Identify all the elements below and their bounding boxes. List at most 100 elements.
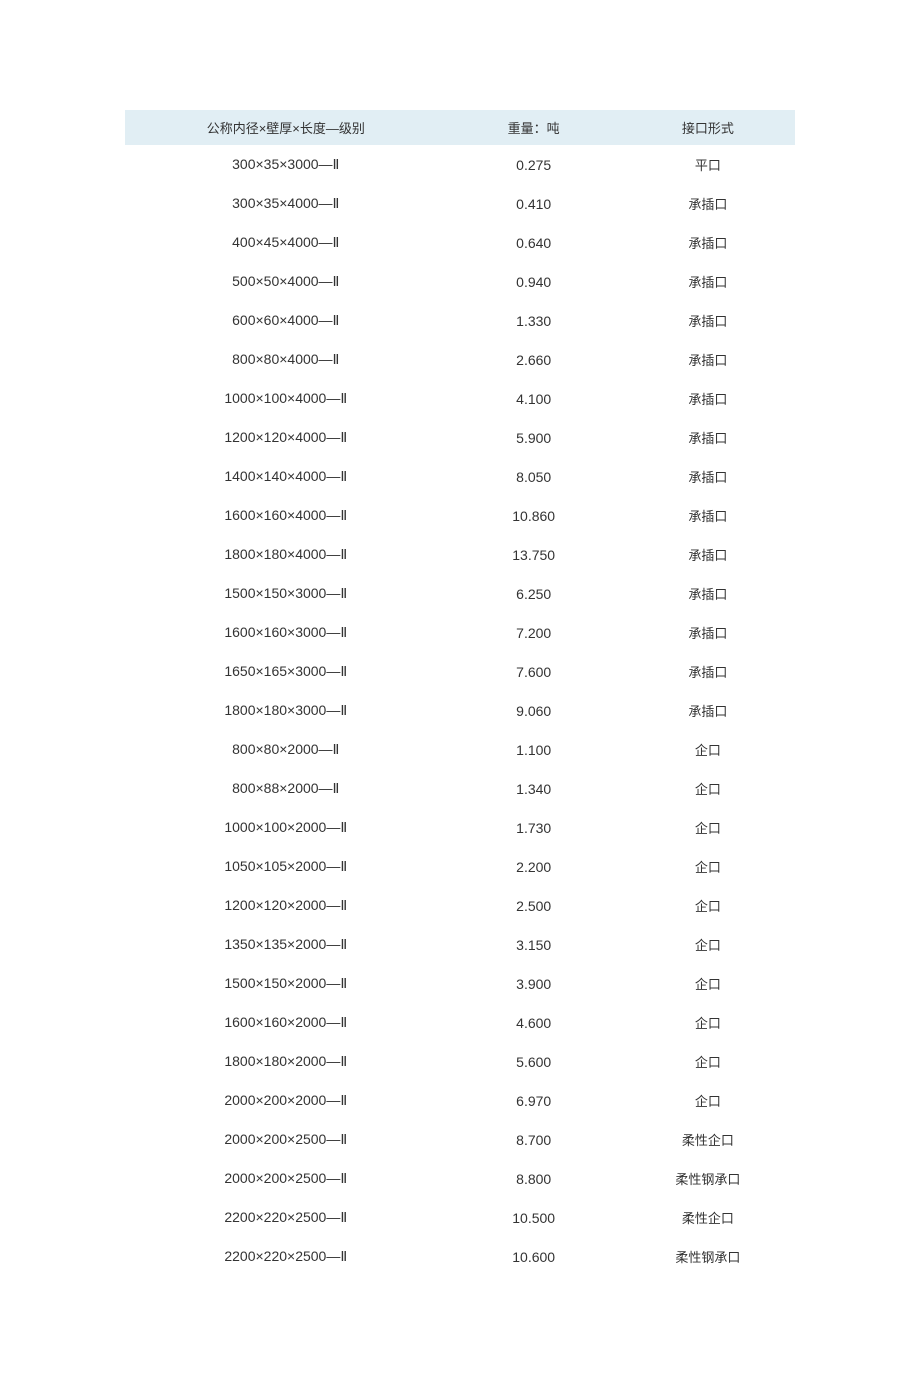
cell-weight: 10.860 — [447, 496, 621, 535]
cell-joint: 企口 — [621, 964, 795, 1003]
table-row: 1800×180×3000—Ⅱ9.060承插口 — [125, 691, 795, 730]
cell-spec: 300×35×4000—Ⅱ — [125, 184, 447, 223]
table-row: 1000×100×4000—Ⅱ4.100承插口 — [125, 379, 795, 418]
cell-spec: 2200×220×2500—Ⅱ — [125, 1198, 447, 1237]
cell-joint: 承插口 — [621, 691, 795, 730]
cell-weight: 1.340 — [447, 769, 621, 808]
cell-weight: 8.050 — [447, 457, 621, 496]
cell-weight: 0.940 — [447, 262, 621, 301]
cell-spec: 1500×150×3000—Ⅱ — [125, 574, 447, 613]
cell-weight: 7.600 — [447, 652, 621, 691]
cell-joint: 企口 — [621, 886, 795, 925]
cell-weight: 7.200 — [447, 613, 621, 652]
cell-weight: 9.060 — [447, 691, 621, 730]
cell-joint: 承插口 — [621, 223, 795, 262]
cell-joint: 柔性企口 — [621, 1198, 795, 1237]
table-row: 500×50×4000—Ⅱ0.940承插口 — [125, 262, 795, 301]
table-row: 2000×200×2500—Ⅱ8.800柔性钢承口 — [125, 1159, 795, 1198]
cell-joint: 企口 — [621, 1042, 795, 1081]
cell-spec: 1800×180×2000—Ⅱ — [125, 1042, 447, 1081]
table-row: 1500×150×3000—Ⅱ6.250承插口 — [125, 574, 795, 613]
cell-spec: 400×45×4000—Ⅱ — [125, 223, 447, 262]
table-row: 300×35×4000—Ⅱ0.410承插口 — [125, 184, 795, 223]
cell-weight: 3.900 — [447, 964, 621, 1003]
cell-joint: 柔性钢承口 — [621, 1237, 795, 1276]
table-row: 1000×100×2000—Ⅱ1.730企口 — [125, 808, 795, 847]
cell-joint: 柔性钢承口 — [621, 1159, 795, 1198]
cell-weight: 1.100 — [447, 730, 621, 769]
cell-weight: 10.600 — [447, 1237, 621, 1276]
table-row: 800×88×2000—Ⅱ1.340企口 — [125, 769, 795, 808]
cell-joint: 承插口 — [621, 340, 795, 379]
table-row: 2200×220×2500—Ⅱ10.500柔性企口 — [125, 1198, 795, 1237]
cell-joint: 企口 — [621, 1081, 795, 1120]
cell-weight: 3.150 — [447, 925, 621, 964]
cell-joint: 企口 — [621, 808, 795, 847]
table-row: 2000×200×2500—Ⅱ8.700柔性企口 — [125, 1120, 795, 1159]
cell-weight: 2.660 — [447, 340, 621, 379]
cell-spec: 1650×165×3000—Ⅱ — [125, 652, 447, 691]
table-row: 1600×160×4000—Ⅱ10.860承插口 — [125, 496, 795, 535]
cell-spec: 1400×140×4000—Ⅱ — [125, 457, 447, 496]
cell-weight: 1.730 — [447, 808, 621, 847]
cell-weight: 10.500 — [447, 1198, 621, 1237]
cell-weight: 13.750 — [447, 535, 621, 574]
cell-joint: 企口 — [621, 847, 795, 886]
cell-joint: 承插口 — [621, 457, 795, 496]
cell-weight: 6.970 — [447, 1081, 621, 1120]
col-header-joint: 接口形式 — [621, 110, 795, 145]
cell-joint: 承插口 — [621, 262, 795, 301]
cell-joint: 承插口 — [621, 301, 795, 340]
cell-weight: 8.800 — [447, 1159, 621, 1198]
cell-spec: 1600×160×4000—Ⅱ — [125, 496, 447, 535]
cell-weight: 2.500 — [447, 886, 621, 925]
table-row: 1200×120×2000—Ⅱ2.500企口 — [125, 886, 795, 925]
cell-spec: 1600×160×3000—Ⅱ — [125, 613, 447, 652]
cell-spec: 1600×160×2000—Ⅱ — [125, 1003, 447, 1042]
cell-spec: 2200×220×2500—Ⅱ — [125, 1237, 447, 1276]
cell-spec: 800×80×4000—Ⅱ — [125, 340, 447, 379]
table-row: 400×45×4000—Ⅱ0.640承插口 — [125, 223, 795, 262]
cell-joint: 承插口 — [621, 652, 795, 691]
cell-spec: 500×50×4000—Ⅱ — [125, 262, 447, 301]
cell-joint: 企口 — [621, 730, 795, 769]
table-row: 1600×160×2000—Ⅱ4.600企口 — [125, 1003, 795, 1042]
cell-joint: 承插口 — [621, 496, 795, 535]
cell-weight: 0.410 — [447, 184, 621, 223]
cell-spec: 1000×100×2000—Ⅱ — [125, 808, 447, 847]
table-body: 300×35×3000—Ⅱ0.275平口300×35×4000—Ⅱ0.410承插… — [125, 145, 795, 1276]
table-row: 300×35×3000—Ⅱ0.275平口 — [125, 145, 795, 184]
cell-spec: 2000×200×2500—Ⅱ — [125, 1159, 447, 1198]
table-row: 1500×150×2000—Ⅱ3.900企口 — [125, 964, 795, 1003]
cell-joint: 承插口 — [621, 184, 795, 223]
table-row: 2000×200×2000—Ⅱ6.970企口 — [125, 1081, 795, 1120]
cell-spec: 2000×200×2000—Ⅱ — [125, 1081, 447, 1120]
cell-spec: 1200×120×2000—Ⅱ — [125, 886, 447, 925]
table-header: 公称内径×壁厚×长度—级别 重量：吨 接口形式 — [125, 110, 795, 145]
cell-spec: 1350×135×2000—Ⅱ — [125, 925, 447, 964]
table-row: 1600×160×3000—Ⅱ7.200承插口 — [125, 613, 795, 652]
cell-joint: 平口 — [621, 145, 795, 184]
cell-weight: 5.900 — [447, 418, 621, 457]
col-header-weight: 重量：吨 — [447, 110, 621, 145]
cell-spec: 1800×180×3000—Ⅱ — [125, 691, 447, 730]
cell-joint: 企口 — [621, 1003, 795, 1042]
table-row: 600×60×4000—Ⅱ1.330承插口 — [125, 301, 795, 340]
cell-weight: 8.700 — [447, 1120, 621, 1159]
cell-joint: 企口 — [621, 769, 795, 808]
cell-spec: 1000×100×4000—Ⅱ — [125, 379, 447, 418]
cell-weight: 0.275 — [447, 145, 621, 184]
table-row: 1200×120×4000—Ⅱ5.900承插口 — [125, 418, 795, 457]
table-row: 1050×105×2000—Ⅱ2.200企口 — [125, 847, 795, 886]
cell-spec: 800×88×2000—Ⅱ — [125, 769, 447, 808]
cell-weight: 4.100 — [447, 379, 621, 418]
col-header-spec: 公称内径×壁厚×长度—级别 — [125, 110, 447, 145]
cell-weight: 5.600 — [447, 1042, 621, 1081]
cell-joint: 企口 — [621, 925, 795, 964]
table-row: 1350×135×2000—Ⅱ3.150企口 — [125, 925, 795, 964]
cell-spec: 2000×200×2500—Ⅱ — [125, 1120, 447, 1159]
table-row: 800×80×2000—Ⅱ1.100企口 — [125, 730, 795, 769]
cell-joint: 承插口 — [621, 535, 795, 574]
table-row: 1400×140×4000—Ⅱ8.050承插口 — [125, 457, 795, 496]
cell-joint: 柔性企口 — [621, 1120, 795, 1159]
